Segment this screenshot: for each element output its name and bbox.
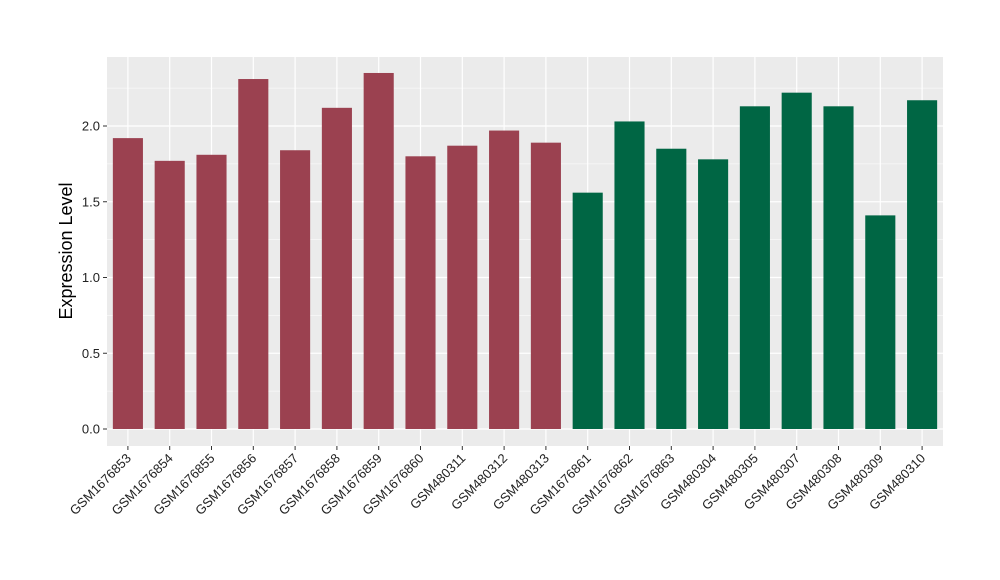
bar-GSM480312: [489, 130, 520, 430]
y-tick-label: 1.0: [82, 270, 100, 285]
plot-panel-background: [107, 57, 943, 446]
bar-GSM480307: [781, 92, 812, 430]
bar-GSM1676855: [196, 154, 227, 429]
bar-GSM1676861: [572, 192, 603, 429]
bar-GSM480304: [698, 159, 729, 429]
bars-group: [112, 72, 938, 430]
bar-GSM1676854: [154, 160, 185, 429]
y-axis-title: Expression Level: [56, 182, 76, 319]
bar-GSM1676862: [614, 121, 645, 429]
bar-GSM1676859: [363, 72, 394, 429]
bar-GSM1676853: [112, 138, 143, 429]
bar-GSM1676858: [321, 107, 352, 429]
bar-GSM480313: [530, 142, 561, 430]
bar-GSM1676856: [238, 79, 269, 429]
y-tick-label: 2.0: [82, 119, 100, 134]
y-tick-label: 0.0: [82, 422, 100, 437]
x-axis: GSM1676853GSM1676854GSM1676855GSM1676856…: [67, 446, 928, 518]
bar-GSM480305: [739, 106, 770, 430]
bar-GSM480310: [907, 100, 938, 430]
bar-GSM480311: [447, 145, 478, 429]
bar-GSM1676857: [280, 150, 311, 430]
bar-GSM480308: [823, 106, 854, 430]
y-tick-label: 1.5: [82, 194, 100, 209]
bar-GSM1676863: [656, 148, 687, 429]
y-tick-label: 0.5: [82, 346, 100, 361]
y-axis: 0.0 0.5 1.0 1.5 2.0: [82, 119, 107, 437]
bar-GSM1676860: [405, 156, 436, 430]
bar-GSM480309: [865, 215, 896, 429]
